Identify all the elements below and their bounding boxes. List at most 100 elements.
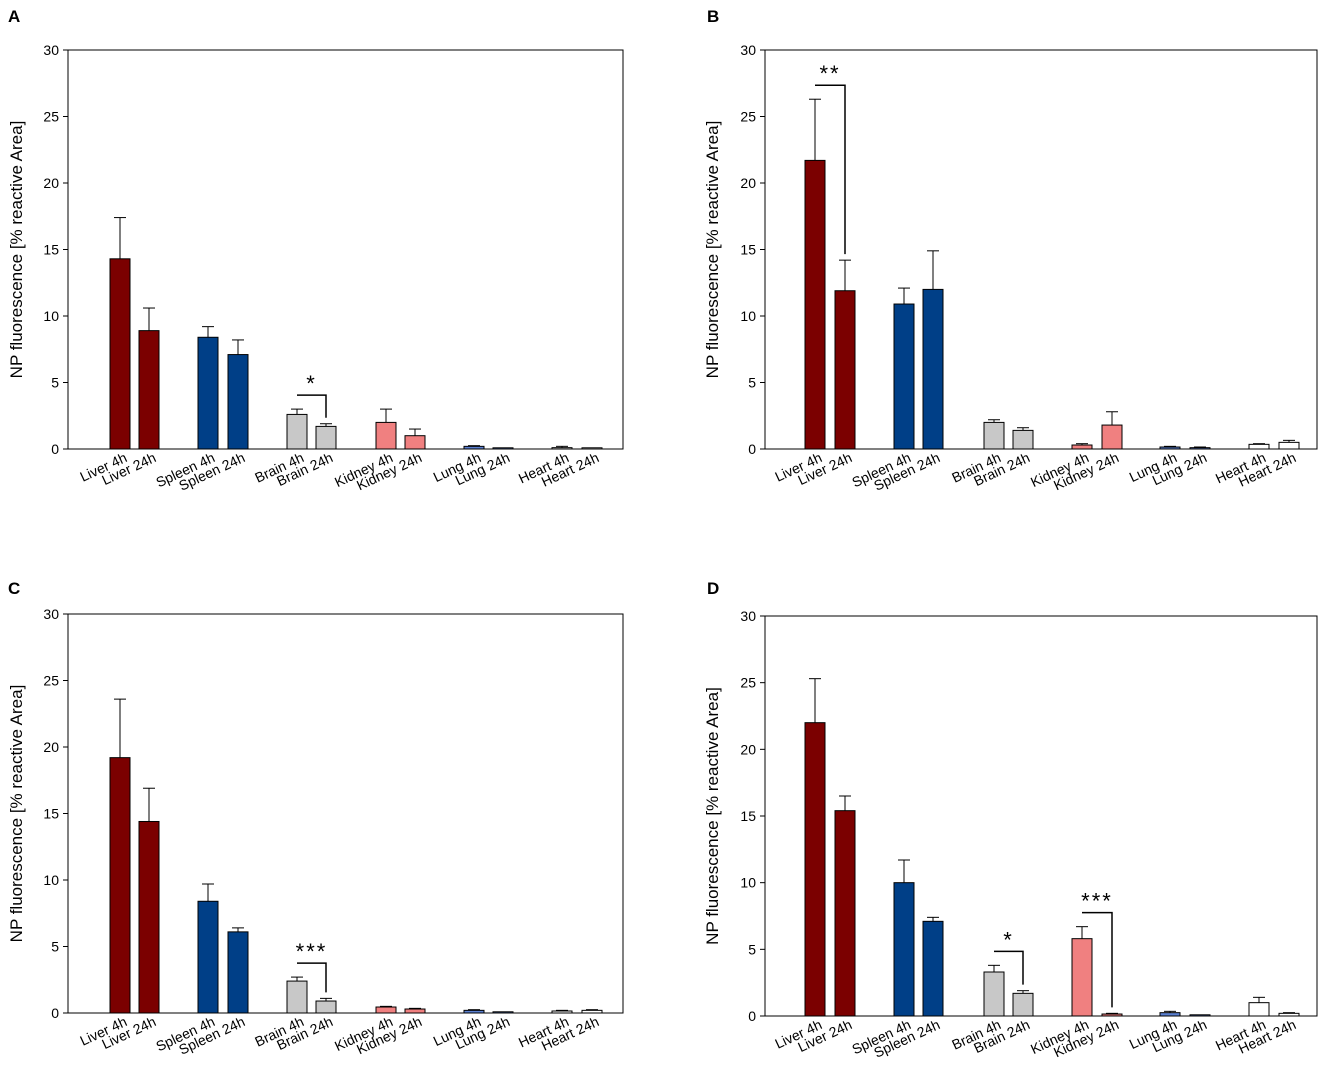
bar <box>1159 1012 1181 1017</box>
bar <box>375 421 397 450</box>
chart-panel-d: D 0 5 10 15 20 25 30 NP fluorescence [% reactive… <box>703 579 1318 1061</box>
bar <box>375 1006 397 1014</box>
bar <box>492 1011 514 1014</box>
y-axis-label: NP fluorescence [% reactive Area] <box>703 121 722 379</box>
bar <box>1101 1013 1123 1017</box>
bar <box>1159 446 1181 450</box>
chart-panel-c: C 0 5 10 15 20 25 30 NP fluorescence [% reactive… <box>7 579 624 1058</box>
y-tick-label: 25 <box>43 673 59 689</box>
y-tick-label: 5 <box>748 941 756 957</box>
bar <box>286 980 308 1014</box>
significance-bracket <box>994 950 1024 985</box>
y-tick-label: 10 <box>43 308 59 324</box>
y-tick-label: 5 <box>51 939 59 955</box>
y-tick-label: 15 <box>740 808 756 824</box>
bar <box>197 900 219 1014</box>
bar <box>1248 1002 1270 1017</box>
bar <box>1071 444 1093 450</box>
bar <box>893 882 915 1017</box>
y-tick-label: 10 <box>740 308 756 324</box>
bar <box>581 1009 603 1014</box>
panel-letter: A <box>8 7 20 26</box>
bar <box>804 159 826 450</box>
bar <box>227 354 249 450</box>
bar <box>197 336 219 450</box>
y-tick-label: 30 <box>740 42 756 58</box>
bar <box>404 435 426 450</box>
bar <box>893 303 915 450</box>
bar <box>1012 429 1034 450</box>
significance-label: ** <box>819 61 840 86</box>
bar <box>983 971 1005 1017</box>
bar <box>315 1000 337 1014</box>
y-axis-label: NP fluorescence [% reactive Area] <box>7 685 26 943</box>
y-tick-label: 10 <box>740 875 756 891</box>
bar <box>138 820 160 1014</box>
chart-panel-b: B 0 5 10 15 20 25 30 NP fluorescence [% reactive… <box>703 7 1318 494</box>
bar <box>834 290 856 450</box>
category-label: Lung 24h <box>453 449 513 488</box>
y-tick-label: 0 <box>748 1008 756 1024</box>
bar <box>109 258 131 450</box>
bar <box>463 445 485 450</box>
significance-label: *** <box>296 939 328 964</box>
y-tick-label: 5 <box>51 375 59 391</box>
significance-label: *** <box>1081 889 1113 914</box>
y-tick-label: 25 <box>43 109 59 125</box>
y-tick-label: 0 <box>51 1005 59 1021</box>
bar <box>227 931 249 1014</box>
y-tick-label: 20 <box>43 175 59 191</box>
bar <box>581 447 603 450</box>
bar <box>1101 424 1123 450</box>
significance-label: * <box>306 371 317 396</box>
bar <box>834 810 856 1017</box>
y-tick-label: 30 <box>43 42 59 58</box>
y-tick-label: 15 <box>43 242 59 258</box>
y-axis-label: NP fluorescence [% reactive Area] <box>703 687 722 945</box>
y-axis-label: NP fluorescence [% reactive Area] <box>7 121 26 379</box>
y-tick-label: 30 <box>43 606 59 622</box>
y-tick-label: 0 <box>51 441 59 457</box>
bar <box>1189 1014 1211 1017</box>
bar <box>1278 441 1300 450</box>
y-tick-label: 20 <box>740 741 756 757</box>
y-tick-label: 20 <box>740 175 756 191</box>
bar <box>1012 992 1034 1017</box>
bar <box>1248 443 1270 450</box>
y-tick-label: 0 <box>748 441 756 457</box>
bar <box>492 447 514 450</box>
significance-bracket <box>1082 911 1113 1008</box>
bar <box>804 722 826 1017</box>
y-tick-label: 30 <box>740 608 756 624</box>
y-tick-label: 10 <box>43 872 59 888</box>
bar <box>109 757 131 1014</box>
bar <box>138 330 160 450</box>
bar <box>286 413 308 450</box>
bar <box>463 1009 485 1014</box>
category-label: Lung 24h <box>453 1013 513 1052</box>
y-tick-label: 15 <box>43 806 59 822</box>
y-tick-label: 15 <box>740 242 756 258</box>
y-tick-label: 25 <box>740 109 756 125</box>
y-tick-label: 25 <box>740 675 756 691</box>
panel-letter: C <box>8 579 20 598</box>
y-tick-label: 20 <box>43 739 59 755</box>
bar <box>922 288 944 450</box>
bar <box>922 920 944 1017</box>
bar <box>404 1008 426 1014</box>
panel-letter: D <box>707 579 719 598</box>
chart-panel-a: A 0 5 10 15 20 25 30 NP fluorescence [% reactive… <box>7 7 624 494</box>
bar <box>315 425 337 450</box>
panel-letter: B <box>707 7 719 26</box>
bar <box>1278 1012 1300 1017</box>
bar <box>983 421 1005 450</box>
significance-bracket <box>297 394 327 418</box>
bar <box>1071 938 1093 1017</box>
y-tick-label: 5 <box>748 375 756 391</box>
bar <box>1189 447 1211 450</box>
bar <box>551 1010 573 1014</box>
significance-bracket <box>297 962 327 993</box>
significance-bracket <box>815 84 846 255</box>
bar <box>551 447 573 450</box>
